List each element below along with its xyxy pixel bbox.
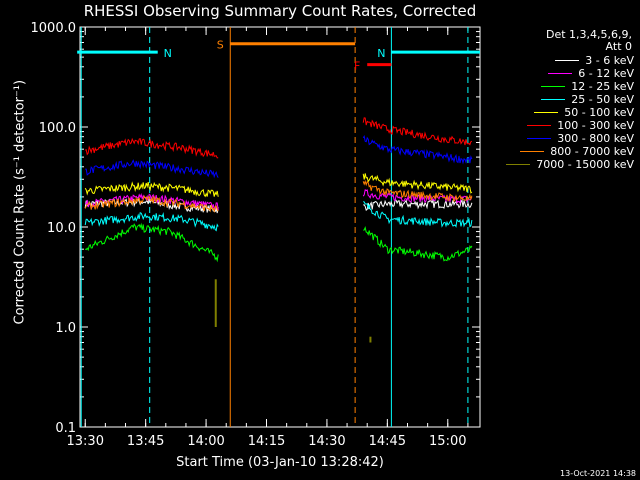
legend-entry: 300 - 800 keV: [486, 132, 634, 145]
legend-swatch: [520, 151, 544, 152]
legend-entry-label: 50 - 100 keV: [564, 106, 634, 119]
x-tick-label: 14:15: [248, 434, 285, 449]
legend-detectors: Det 1,3,4,5,6,9,: [545, 28, 632, 41]
y-tick-label: 10.0: [47, 221, 76, 236]
legend-swatch: [541, 86, 565, 87]
legend-swatch: [527, 125, 551, 126]
x-tick-label: 14:30: [308, 434, 345, 449]
series-line: [84, 194, 219, 214]
series-line: [84, 181, 219, 198]
y-tick-label: 1.0: [55, 321, 76, 336]
legend-swatch: [548, 73, 572, 74]
series-line: [84, 222, 219, 263]
flag-label: F: [354, 60, 360, 73]
series-line: [362, 134, 473, 165]
legend-entry-label: 6 - 12 keV: [578, 67, 634, 80]
legend-entry: 50 - 100 keV: [486, 106, 634, 119]
legend-entry-label: 25 - 50 keV: [571, 93, 634, 106]
legend-swatch: [555, 60, 579, 61]
y-tick-label: 100.0: [39, 121, 76, 136]
legend-entry: 3 - 6 keV: [486, 54, 634, 67]
x-tick-label: 13:30: [67, 434, 104, 449]
y-tick-label: 1000.0: [31, 21, 77, 36]
x-axis-label: Start Time (03-Jan-10 13:28:42): [176, 455, 384, 470]
series-line: [363, 225, 473, 262]
series-line: [362, 117, 473, 146]
footer-stamp: 13-Oct-2021 14:38: [560, 469, 636, 478]
flag-label: N: [377, 47, 385, 60]
x-tick-label: 14:45: [369, 434, 406, 449]
flag-label: S: [217, 39, 224, 52]
legend-entry: 6 - 12 keV: [486, 67, 634, 80]
legend-entry-label: 7000 - 15000 keV: [536, 158, 634, 171]
legend-entry: 7000 - 15000 keV: [486, 158, 634, 171]
x-tick-label: 13:45: [127, 434, 164, 449]
series-line: [363, 201, 473, 228]
y-axis-label: Corrected Count Rate (s⁻¹ detector⁻¹): [12, 79, 28, 325]
legend-swatch: [527, 138, 551, 139]
legend-attenuator: Att 0: [605, 40, 632, 53]
legend-entry: 12 - 25 keV: [486, 80, 634, 93]
legend-entry-label: 12 - 25 keV: [571, 80, 634, 93]
series-line: [84, 137, 219, 159]
legend-entry-label: 300 - 800 keV: [557, 132, 634, 145]
series-line: [362, 173, 473, 194]
series-line: [85, 159, 219, 179]
y-tick-label: 0.1: [55, 421, 76, 436]
legend-entry-label: 100 - 300 keV: [557, 119, 634, 132]
legend-swatch: [534, 112, 558, 113]
series-line: [362, 179, 473, 203]
series-line: [363, 198, 473, 211]
x-tick-label: 15:00: [429, 434, 466, 449]
legend-entry-label: 3 - 6 keV: [585, 54, 634, 67]
legend-entry: 25 - 50 keV: [486, 93, 634, 106]
x-tick-label: 14:00: [187, 434, 224, 449]
flag-label: N: [164, 47, 172, 60]
series-line: [84, 211, 219, 232]
legend-swatch: [506, 164, 530, 165]
legend-entry-label: 800 - 7000 keV: [550, 145, 634, 158]
legend-entry: 100 - 300 keV: [486, 119, 634, 132]
chart-title: RHESSI Observing Summary Count Rates, Co…: [83, 2, 477, 20]
legend-entry: 800 - 7000 keV: [486, 145, 634, 158]
legend-swatch: [541, 99, 565, 100]
